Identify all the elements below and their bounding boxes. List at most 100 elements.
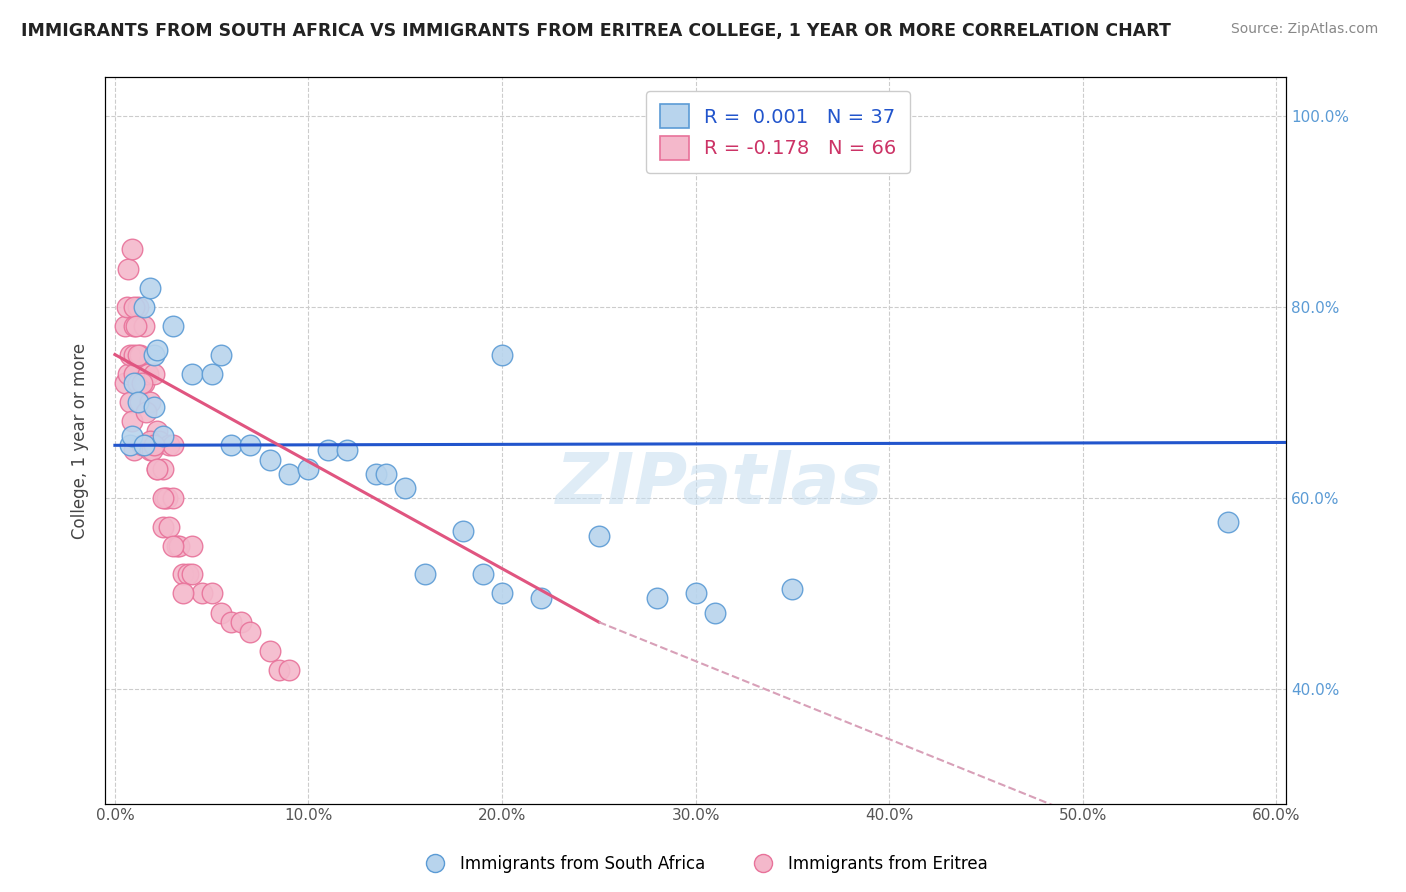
Legend: Immigrants from South Africa, Immigrants from Eritrea: Immigrants from South Africa, Immigrants… (412, 848, 994, 880)
Point (142, 438, 165, 452)
Point (141, 438, 163, 452)
Point (162, 491, 184, 505)
Point (138, 280, 160, 294)
Point (148, 434, 170, 448)
Point (471, 567, 494, 582)
Point (177, 567, 200, 582)
Point (127, 395, 149, 409)
Point (146, 343, 169, 357)
Point (141, 443, 163, 458)
Point (530, 591, 553, 606)
Point (157, 519, 180, 533)
Point (114, 318, 136, 333)
Point (162, 539, 184, 553)
Point (155, 491, 177, 505)
Point (453, 524, 475, 539)
Point (120, 395, 142, 409)
Point (782, 582, 804, 596)
Point (142, 434, 165, 448)
Point (152, 462, 174, 476)
Point (114, 376, 136, 391)
Point (142, 367, 165, 381)
Point (374, 467, 396, 481)
Point (146, 462, 169, 476)
Point (336, 443, 359, 458)
Point (156, 491, 179, 505)
Point (131, 438, 153, 452)
Point (191, 586, 214, 600)
Point (278, 663, 301, 677)
Text: IMMIGRANTS FROM SOUTH AFRICA VS IMMIGRANTS FROM ERITREA COLLEGE, 1 YEAR OR MORE : IMMIGRANTS FROM SOUTH AFRICA VS IMMIGRAN… (21, 22, 1171, 40)
Point (181, 567, 204, 582)
Point (394, 481, 416, 495)
Point (125, 318, 148, 333)
Point (239, 438, 262, 452)
Point (209, 347, 232, 361)
Point (316, 443, 339, 458)
Point (491, 586, 513, 600)
Point (115, 300, 138, 314)
Point (138, 434, 160, 448)
Point (122, 300, 145, 314)
Point (172, 586, 194, 600)
Point (152, 429, 174, 443)
Point (201, 367, 224, 381)
Point (162, 438, 184, 452)
Point (135, 405, 157, 419)
Point (259, 644, 281, 658)
Point (157, 438, 180, 452)
Point (117, 261, 139, 276)
Point (181, 539, 204, 553)
Point (181, 367, 204, 381)
Point (121, 243, 143, 257)
Point (219, 615, 242, 629)
Text: ZIPatlas: ZIPatlas (555, 450, 883, 518)
Point (120, 438, 142, 452)
Point (259, 452, 281, 467)
Point (152, 519, 174, 533)
Point (122, 367, 145, 381)
Point (229, 615, 252, 629)
Point (703, 606, 725, 620)
Point (138, 395, 160, 409)
Point (129, 347, 152, 361)
Point (167, 539, 190, 553)
Point (413, 567, 436, 582)
Point (127, 376, 149, 391)
Point (138, 443, 160, 458)
Point (132, 300, 155, 314)
Point (219, 438, 242, 452)
Point (1216, 515, 1239, 529)
Point (127, 300, 149, 314)
Point (366, 467, 388, 481)
Point (122, 318, 145, 333)
Point (122, 443, 145, 458)
Point (685, 586, 707, 600)
Point (132, 318, 155, 333)
Point (121, 414, 143, 428)
Point (588, 529, 610, 543)
Point (121, 429, 143, 443)
Point (278, 467, 301, 481)
Point (297, 462, 319, 476)
Point (132, 376, 155, 391)
Point (145, 438, 167, 452)
Point (131, 376, 153, 391)
Point (269, 663, 291, 677)
Point (162, 318, 184, 333)
Point (120, 347, 142, 361)
Point (172, 567, 194, 582)
Point (132, 438, 155, 452)
Point (491, 347, 513, 361)
Point (209, 606, 232, 620)
Point (129, 395, 152, 409)
Legend: R =  0.001   N = 37, R = -0.178   N = 66: R = 0.001 N = 37, R = -0.178 N = 66 (647, 91, 910, 173)
Point (142, 347, 165, 361)
Point (122, 347, 145, 361)
Y-axis label: College, 1 year or more: College, 1 year or more (72, 343, 89, 539)
Point (122, 376, 145, 391)
Point (166, 539, 188, 553)
Point (152, 491, 174, 505)
Point (201, 586, 224, 600)
Point (239, 624, 262, 639)
